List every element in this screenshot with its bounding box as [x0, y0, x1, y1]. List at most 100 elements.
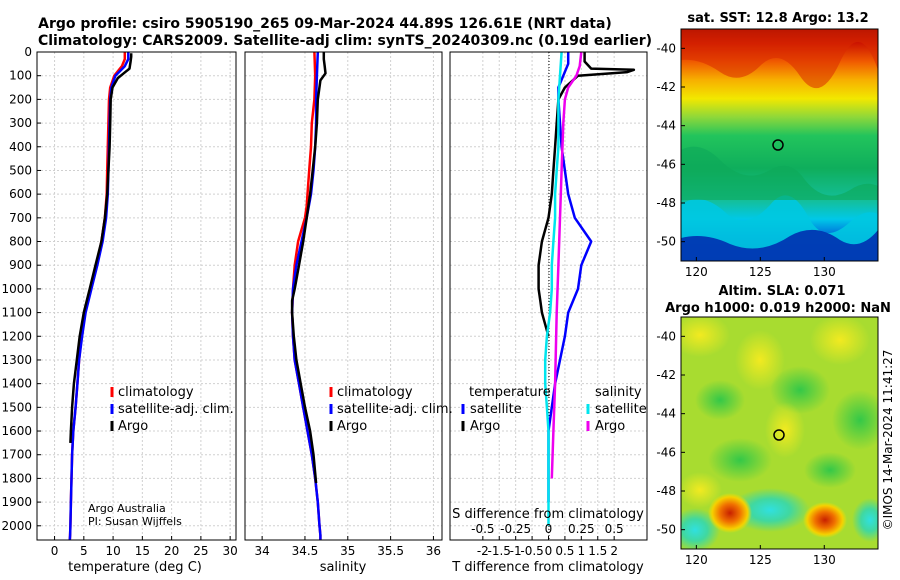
- sst-deep-cold: [681, 229, 878, 261]
- x2-axis-label-sdiff: S difference from climatology: [452, 507, 644, 522]
- y-tick-label: 1100: [1, 306, 32, 320]
- difference-panel: -2-1.5-1-0.5 0 0.5 1 1.5 2 T difference from …: [449, 51, 648, 575]
- map-x-tick-label: 130: [813, 265, 836, 279]
- x-tick-label: 0: [545, 544, 553, 558]
- y-tick-label: 100: [9, 69, 32, 83]
- map-x-tick-label: 125: [749, 553, 772, 567]
- map-y-tick-label: -42: [656, 80, 676, 94]
- y-tick-label: 200: [9, 92, 32, 106]
- x-tick-label: -2: [477, 544, 489, 558]
- temperature-panel: 0100200300400500600700800900100011001200…: [1, 45, 237, 575]
- legend-label: climatology: [118, 385, 194, 400]
- sst-green-band: [681, 146, 878, 200]
- x2-tick-label: 0.25: [568, 522, 595, 536]
- y-tick-label: 800: [9, 235, 32, 249]
- legend-temperature: climatology satellite-adj. clim. Argo: [110, 385, 234, 434]
- x-tick-label: 35.5: [377, 544, 404, 558]
- map-y-tick-label: -44: [656, 407, 676, 421]
- y-tick-label: 1300: [1, 353, 32, 367]
- series-line: [69, 53, 133, 443]
- y-tick-label: 300: [9, 116, 32, 130]
- x2-tick-label: -0.5: [471, 522, 494, 536]
- legend-label: Argo: [337, 419, 367, 434]
- sla-map: Altim. SLA: 0.071 Argo h1000: 0.019 h200…: [656, 284, 890, 567]
- x-tick-label: 2: [610, 544, 618, 558]
- y-tick-label: 2000: [1, 519, 32, 533]
- map-y-tick-label: -44: [656, 119, 676, 133]
- y-tick-label: 1000: [1, 282, 32, 296]
- x-tick-label: 34: [254, 544, 269, 558]
- legend-salinity: climatology satellite-adj. clim. Argo: [329, 385, 453, 434]
- x-tick-label: 34.5: [292, 544, 319, 558]
- series-line: [68, 52, 130, 541]
- argo-position-marker: [772, 139, 784, 151]
- map-y-tick-label: -46: [656, 445, 676, 459]
- imos-timestamp: ©IMOS 14-Mar-2024 11:41:27: [881, 350, 895, 531]
- x-tick-label: 20: [164, 544, 179, 558]
- map-y-tick-label: -46: [656, 157, 676, 171]
- y-tick-label: 400: [9, 140, 32, 154]
- x-tick-label: 1: [578, 544, 586, 558]
- sla-map-title-line1: Altim. SLA: 0.071: [719, 284, 846, 299]
- series-line: [537, 52, 636, 337]
- x2-tick-label: 0: [545, 522, 553, 536]
- y-tick-label: 900: [9, 258, 32, 272]
- legend-label: Argo: [118, 419, 148, 434]
- y-tick-label: 600: [9, 187, 32, 201]
- series-line: [543, 51, 563, 526]
- sst-map: sat. SST: 12.8 Argo: 13.2 120 125 130 -40 -4…: [656, 11, 879, 279]
- x-tick-label: 0.5: [555, 544, 574, 558]
- y-tick-label: 1900: [1, 495, 32, 509]
- chart-title-line1: Argo profile: csiro 5905190_265 09-Mar-2…: [38, 16, 612, 32]
- x-tick-label: 36: [426, 544, 441, 558]
- credit-line1: Argo Australia: [88, 502, 166, 515]
- y-tick-label: 1500: [1, 400, 32, 414]
- x-tick-label: 10: [105, 544, 120, 558]
- x2-tick-label: -0.25: [500, 522, 531, 536]
- map-y-tick-label: -42: [656, 368, 676, 382]
- sst-warm-intrusion: [681, 29, 878, 89]
- x-axis-label-tdiff: T difference from climatology: [451, 560, 644, 575]
- map-y-tick-label: -48: [656, 484, 676, 498]
- map-y-tick-label: -48: [656, 196, 676, 210]
- series-line: [68, 52, 127, 541]
- y-tick-label: 700: [9, 211, 32, 225]
- legend-title-salinity: salinity: [595, 385, 642, 400]
- x-tick-label: -0.5: [520, 544, 543, 558]
- x-tick-label: 15: [135, 544, 150, 558]
- legend-label: satellite: [595, 402, 647, 417]
- chart-title-line2: Climatology: CARS2009. Satellite-adj cli…: [38, 33, 652, 49]
- series-line: [550, 51, 583, 479]
- y-tick-label: 1600: [1, 424, 32, 438]
- argo-position-marker: [773, 429, 785, 441]
- x-tick-label: -1.5: [488, 544, 511, 558]
- legend-label: Argo: [595, 419, 625, 434]
- legend-label: satellite-adj. clim.: [337, 402, 453, 417]
- salinity-panel: 34 34.5 35 35.5 36 salinity climatology sate…: [244, 51, 453, 575]
- x-tick-label: 1.5: [588, 544, 607, 558]
- y-tick-label: 1800: [1, 471, 32, 485]
- legend-label: satellite-adj. clim.: [118, 402, 234, 417]
- y-tick-label: 0: [24, 45, 32, 59]
- legend-difference: temperature satellite Argo salinity sate…: [461, 385, 647, 434]
- series-line: [547, 52, 593, 503]
- map-y-tick-label: -40: [656, 41, 676, 55]
- legend-label: satellite: [470, 402, 522, 417]
- map-x-tick-label: 130: [813, 553, 836, 567]
- x2-tick-label: 0.5: [605, 522, 624, 536]
- map-x-tick-label: 125: [749, 265, 772, 279]
- map-x-tick-label: 120: [685, 553, 708, 567]
- x-tick-label: 35: [340, 544, 355, 558]
- legend-title-temperature: temperature: [469, 385, 551, 400]
- x-tick-label: 0: [51, 544, 59, 558]
- x-tick-label: 5: [80, 544, 88, 558]
- y-tick-label: 1400: [1, 377, 32, 391]
- map-x-tick-label: 120: [685, 265, 708, 279]
- series-line: [290, 52, 327, 484]
- sla-map-title-line2: Argo h1000: 0.019 h2000: NaN: [665, 301, 891, 316]
- legend-label: climatology: [337, 385, 413, 400]
- y-tick-label: 1200: [1, 329, 32, 343]
- x-tick-label: -1: [510, 544, 522, 558]
- map-y-tick-label: -50: [656, 523, 676, 537]
- y-tick-label: 500: [9, 163, 32, 177]
